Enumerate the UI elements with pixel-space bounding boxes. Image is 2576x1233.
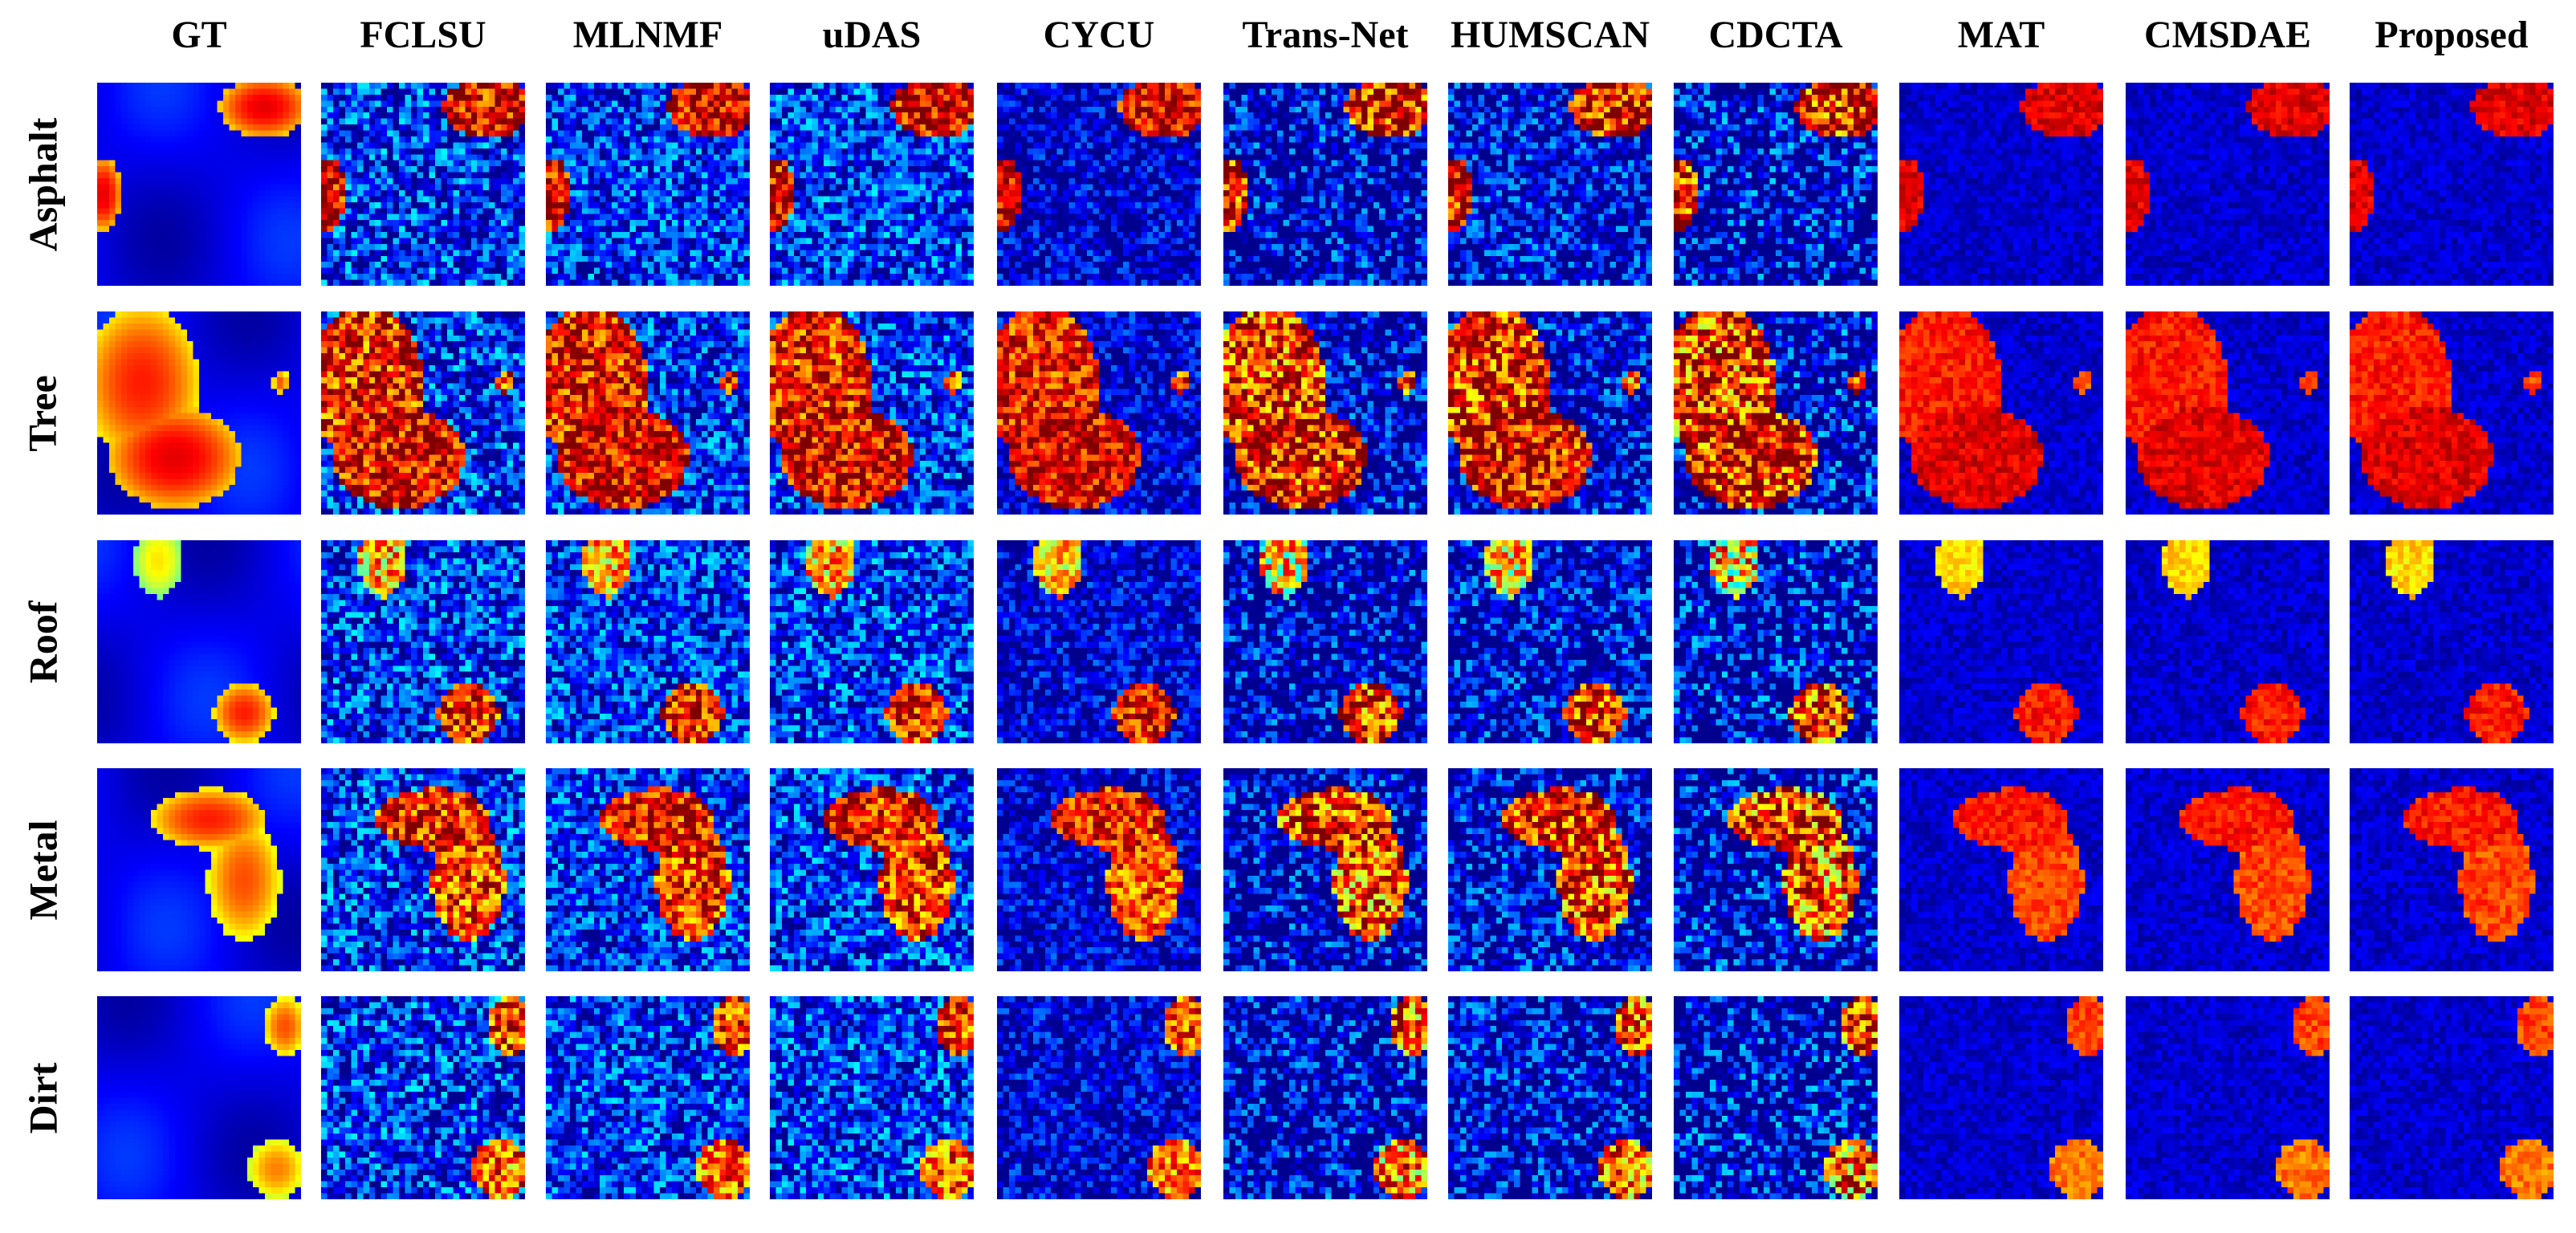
abundance-map-roof-mlnmf bbox=[546, 540, 750, 743]
abundance-map-metal-cmsdae bbox=[2126, 768, 2330, 971]
row-label-wrapper: Dirt bbox=[6, 996, 79, 1199]
abundance-map-asphalt-cmsdae bbox=[2126, 83, 2330, 286]
abundance-map-dirt-cdcta bbox=[1674, 996, 1878, 1199]
column-header-mat: MAT bbox=[1883, 6, 2119, 63]
abundance-map-tree-cdcta bbox=[1674, 311, 1878, 515]
column-header-humscan: HUMSCAN bbox=[1432, 6, 1668, 63]
abundance-map-dirt-gt bbox=[97, 996, 301, 1199]
abundance-map-roof-cycu bbox=[997, 540, 1201, 743]
abundance-map-dirt-cycu bbox=[997, 996, 1201, 1199]
abundance-map-asphalt-mat bbox=[1899, 83, 2103, 286]
abundance-map-tree-humscan bbox=[1448, 311, 1652, 515]
abundance-map-asphalt-udas bbox=[770, 83, 974, 286]
abundance-map-metal-cdcta bbox=[1674, 768, 1878, 971]
row-label-asphalt: Asphalt bbox=[19, 117, 66, 251]
column-header-cmsdae: CMSDAE bbox=[2110, 6, 2346, 63]
abundance-map-roof-gt bbox=[97, 540, 301, 743]
abundance-map-metal-proposed bbox=[2350, 768, 2554, 971]
abundance-map-tree-mlnmf bbox=[546, 311, 750, 515]
row-label-tree: Tree bbox=[19, 375, 66, 451]
row-label-roof: Roof bbox=[19, 600, 66, 683]
abundance-map-metal-mat bbox=[1899, 768, 2103, 971]
abundance-map-tree-proposed bbox=[2350, 311, 2554, 515]
abundance-map-tree-fclsu bbox=[321, 311, 525, 515]
row-label-wrapper: Tree bbox=[6, 311, 79, 515]
abundance-map-asphalt-humscan bbox=[1448, 83, 1652, 286]
column-header-cdcta: CDCTA bbox=[1658, 6, 1894, 63]
row-label-wrapper: Asphalt bbox=[6, 83, 79, 286]
abundance-map-asphalt-cdcta bbox=[1674, 83, 1878, 286]
abundance-map-tree-trans-net bbox=[1223, 311, 1427, 515]
abundance-map-metal-udas bbox=[770, 768, 974, 971]
row-label-wrapper: Metal bbox=[6, 768, 79, 971]
abundance-map-dirt-udas bbox=[770, 996, 974, 1199]
abundance-map-dirt-cmsdae bbox=[2126, 996, 2330, 1199]
abundance-map-asphalt-fclsu bbox=[321, 83, 525, 286]
abundance-map-metal-cycu bbox=[997, 768, 1201, 971]
column-header-udas: uDAS bbox=[754, 6, 990, 63]
abundance-map-dirt-mat bbox=[1899, 996, 2103, 1199]
abundance-map-asphalt-trans-net bbox=[1223, 83, 1427, 286]
abundance-map-roof-mat bbox=[1899, 540, 2103, 743]
abundance-map-metal-fclsu bbox=[321, 768, 525, 971]
abundance-map-dirt-fclsu bbox=[321, 996, 525, 1199]
abundance-map-asphalt-cycu bbox=[997, 83, 1201, 286]
abundance-map-tree-udas bbox=[770, 311, 974, 515]
abundance-map-asphalt-gt bbox=[97, 83, 301, 286]
row-label-metal: Metal bbox=[19, 820, 66, 920]
column-header-cycu: CYCU bbox=[981, 6, 1217, 63]
abundance-map-tree-mat bbox=[1899, 311, 2103, 515]
abundance-map-roof-proposed bbox=[2350, 540, 2554, 743]
abundance-map-metal-trans-net bbox=[1223, 768, 1427, 971]
abundance-map-roof-humscan bbox=[1448, 540, 1652, 743]
abundance-map-metal-mlnmf bbox=[546, 768, 750, 971]
abundance-map-dirt-proposed bbox=[2350, 996, 2554, 1199]
abundance-map-roof-udas bbox=[770, 540, 974, 743]
abundance-map-dirt-humscan bbox=[1448, 996, 1652, 1199]
abundance-map-tree-cycu bbox=[997, 311, 1201, 515]
abundance-map-tree-gt bbox=[97, 311, 301, 515]
row-label-dirt: Dirt bbox=[19, 1062, 66, 1133]
abundance-map-dirt-mlnmf bbox=[546, 996, 750, 1199]
column-header-fclsu: FCLSU bbox=[305, 6, 541, 63]
column-header-proposed: Proposed bbox=[2334, 6, 2570, 63]
column-header-trans-net: Trans-Net bbox=[1207, 6, 1443, 63]
abundance-map-roof-cmsdae bbox=[2126, 540, 2330, 743]
abundance-map-metal-humscan bbox=[1448, 768, 1652, 971]
column-header-gt: GT bbox=[81, 6, 317, 63]
column-header-mlnmf: MLNMF bbox=[530, 6, 766, 63]
row-label-wrapper: Roof bbox=[6, 540, 79, 743]
abundance-map-metal-gt bbox=[97, 768, 301, 971]
abundance-map-dirt-trans-net bbox=[1223, 996, 1427, 1199]
abundance-map-asphalt-mlnmf bbox=[546, 83, 750, 286]
abundance-map-asphalt-proposed bbox=[2350, 83, 2554, 286]
abundance-map-roof-trans-net bbox=[1223, 540, 1427, 743]
abundance-map-roof-fclsu bbox=[321, 540, 525, 743]
abundance-map-roof-cdcta bbox=[1674, 540, 1878, 743]
abundance-map-tree-cmsdae bbox=[2126, 311, 2330, 515]
